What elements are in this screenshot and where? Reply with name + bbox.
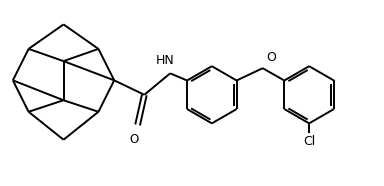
Text: O: O (129, 133, 138, 146)
Text: O: O (266, 51, 276, 64)
Text: Cl: Cl (303, 135, 315, 148)
Text: HN: HN (156, 54, 175, 67)
